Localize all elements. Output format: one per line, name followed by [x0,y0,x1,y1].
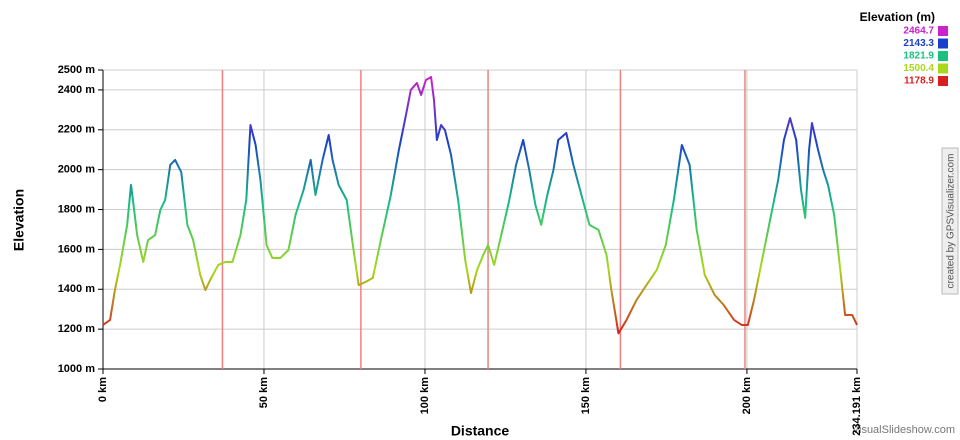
y-tick-label: 1200 m [58,323,96,335]
elevation-line [102,76,858,335]
legend-swatch [938,76,948,86]
legend-swatch [938,38,948,49]
x-axis-title: Distance [451,423,510,439]
legend-title: Elevation (m) [860,10,935,24]
legend-swatch [938,63,948,74]
legend-label: 1500.4 [903,63,934,74]
x-tick-label: 234.191 km [851,377,863,436]
watermark: created by GPSVisualizer.com [946,154,957,289]
y-tick-label: 1800 m [58,203,96,215]
watermark-box [941,147,959,295]
legend-label: 2143.3 [903,38,934,49]
footer: VisualSlideshow.com [852,424,955,436]
x-tick-label: 150 km [580,377,592,415]
y-tick-label: 1000 m [58,363,96,375]
legend-label: 1821.9 [903,51,934,62]
y-tick-label: 2000 m [58,164,96,176]
legend-label: 1178.9 [904,76,934,87]
legend-label: 2464.7 [903,26,934,37]
y-tick-label: 1600 m [58,243,96,255]
x-tick-label: 50 km [258,377,270,408]
legend-swatch [938,51,948,61]
y-tick-label: 1400 m [58,283,96,295]
legend-swatch [938,26,948,36]
y-tick-label: 2500 m [58,64,96,76]
y-tick-label: 2200 m [58,124,96,136]
x-tick-label: 100 km [419,377,431,415]
x-tick-label: 200 km [741,377,753,415]
y-axis-title: Elevation [11,189,27,251]
x-tick-label: 0 km [97,377,109,402]
y-tick-label: 2400 m [58,84,96,96]
